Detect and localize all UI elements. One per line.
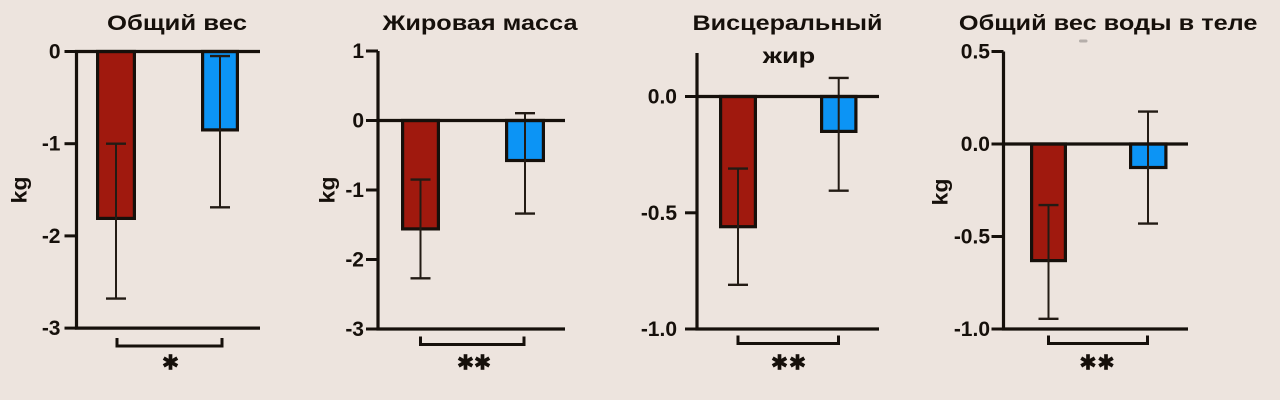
svg-text:Общий вес: Общий вес <box>107 11 247 35</box>
svg-text:-1.0: -1.0 <box>954 318 990 341</box>
svg-text:kg: kg <box>9 177 32 204</box>
svg-text:-1: -1 <box>42 133 61 156</box>
svg-text:Общий вес воды в теле: Общий вес воды в теле <box>959 11 1258 35</box>
svg-text:0.0: 0.0 <box>648 86 677 109</box>
svg-text:жир: жир <box>761 44 815 68</box>
svg-text:-0.5: -0.5 <box>641 202 678 225</box>
svg-text:0: 0 <box>49 41 61 64</box>
svg-text:-1: -1 <box>345 179 364 202</box>
svg-text:0: 0 <box>352 110 364 133</box>
svg-text:0.5: 0.5 <box>961 41 991 64</box>
svg-text:-2: -2 <box>345 249 364 272</box>
svg-text:-3: -3 <box>42 317 61 340</box>
svg-text:kg: kg <box>930 179 953 206</box>
svg-text:Висцеральный: Висцеральный <box>693 11 883 35</box>
svg-text:Жировая масса: Жировая масса <box>381 11 578 35</box>
svg-text:kg: kg <box>317 177 340 204</box>
svg-text:-0.5: -0.5 <box>954 226 991 249</box>
svg-text:1: 1 <box>352 40 364 63</box>
svg-text:-2: -2 <box>42 225 61 248</box>
svg-text:-3: -3 <box>345 318 364 341</box>
svg-text:0.0: 0.0 <box>961 133 990 156</box>
svg-text:-1.0: -1.0 <box>641 318 677 341</box>
